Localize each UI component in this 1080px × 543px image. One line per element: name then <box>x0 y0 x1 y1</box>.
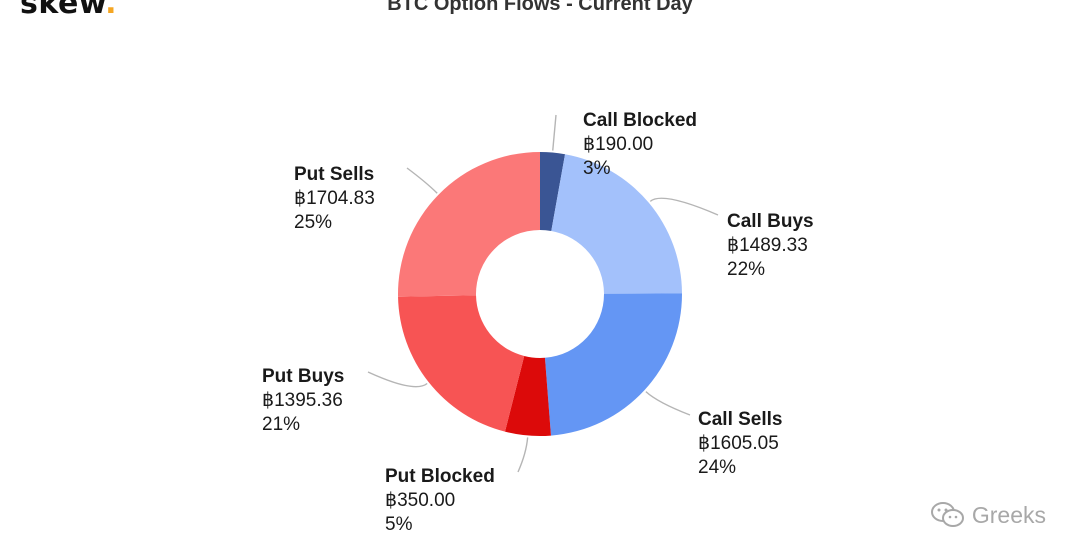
leader-call-blocked <box>552 114 557 151</box>
label-name-put-sells: Put Sells <box>294 164 374 185</box>
wechat-icon <box>930 502 964 527</box>
label-value-put-blocked: ฿350.00 <box>385 490 455 511</box>
label-value-call-sells: ฿1605.05 <box>698 433 779 454</box>
label-name-put-buys: Put Buys <box>262 366 344 387</box>
leader-put-blocked <box>517 437 529 473</box>
slice-put-blocked <box>504 356 551 436</box>
label-percent-call-sells: 24% <box>698 457 736 478</box>
leader-put-buys <box>367 371 428 388</box>
label-percent-put-blocked: 5% <box>385 514 413 535</box>
watermark: Greeks <box>930 501 1046 529</box>
chart-title: BTC Option Flows - Current Day <box>387 0 693 15</box>
label-value-call-blocked: ฿190.00 <box>583 134 653 155</box>
label-percent-put-sells: 25% <box>294 212 332 233</box>
label-percent-put-buys: 21% <box>262 414 300 435</box>
watermark-text: Greeks <box>971 501 1046 528</box>
chart-slices <box>398 152 682 436</box>
skew-logo: skew. <box>20 0 117 21</box>
label-name-call-buys: Call Buys <box>727 211 814 232</box>
label-percent-call-buys: 22% <box>727 259 765 280</box>
slice-put-sells <box>398 152 540 297</box>
slice-call-buys <box>551 154 682 294</box>
chart-labels: Call Blocked ฿190.00 3% Call Buys ฿1489.33 22… <box>262 110 814 535</box>
leader-put-sells <box>406 167 438 194</box>
label-name-put-blocked: Put Blocked <box>385 466 495 487</box>
slice-call-blocked <box>540 152 566 232</box>
label-percent-call-blocked: 3% <box>583 158 611 179</box>
leader-call-buys <box>649 197 719 216</box>
label-value-put-buys: ฿1395.36 <box>262 390 343 411</box>
label-name-call-sells: Call Sells <box>698 409 783 430</box>
leader-call-sells <box>645 391 691 416</box>
label-value-call-buys: ฿1489.33 <box>727 235 808 256</box>
label-name-call-blocked: Call Blocked <box>583 110 697 131</box>
slice-call-sells <box>544 293 682 436</box>
slice-put-buys <box>398 295 525 432</box>
logo-text: skew <box>20 0 106 21</box>
label-value-put-sells: ฿1704.83 <box>294 188 375 209</box>
logo-dot: . <box>105 0 118 21</box>
